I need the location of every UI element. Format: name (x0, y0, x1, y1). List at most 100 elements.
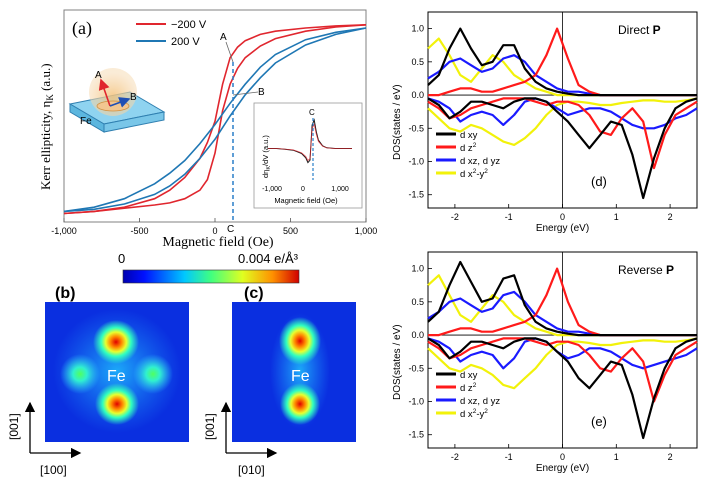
inset-tick-pos: 1,000 (331, 186, 349, 193)
dos-curve-d-x2-y2-down (427, 97, 698, 146)
dos-annotation: Reverse P (618, 263, 674, 277)
charge-lobe-c-top (279, 317, 321, 365)
kerr-xtick-label: -1,000 (51, 226, 77, 236)
kerr-xtick-label: 500 (283, 226, 298, 236)
inset-xlabel: Magnetic field (Oe) (274, 196, 338, 205)
dos-ytick-label: -1.5 (408, 430, 424, 440)
dos-ylabel: DOS(states / eV) (392, 324, 403, 400)
charge-lobe-b-right (133, 354, 173, 394)
dos-ytick-label: -1.5 (408, 190, 424, 200)
dos-legend-label: d xy (460, 370, 478, 381)
dos-direct-panel: -1.5 -1.0 -0.5 0.0 0.5 1.0 -2 -1 0 1 2 Direct P (d) D… (392, 11, 698, 234)
dos-ytick-label: 0.0 (411, 330, 424, 340)
dos-reverse-panel: -1.5 -1.0 -0.5 0.0 0.5 1.0 -2 -1 0 1 2 Reverse P (e)… (392, 251, 698, 474)
inset-tick-neg: -1,000 (262, 186, 282, 193)
dos-ytick-label: 1.0 (411, 24, 424, 34)
panel-a-label: (a) (72, 18, 92, 39)
colorbar: 0 0.004 e/Å³ (118, 251, 300, 284)
charge-lobe-b-bottom (95, 383, 139, 425)
kerr-curve-neg200-down (63, 24, 367, 215)
dos-curve-d-z2-down (427, 337, 698, 403)
dos-xtick-label: 0 (560, 452, 565, 462)
point-label-b: B (258, 87, 265, 98)
inset-derivative-line-red (268, 123, 352, 162)
inset-frame (253, 102, 363, 209)
dos-annotation: Direct P (618, 23, 661, 37)
kerr-legend: −200 V 200 V (136, 19, 207, 48)
dos-xtick-label: 2 (668, 452, 673, 462)
dos-legend-label: d xy (460, 130, 478, 141)
dos-xtick-label: -2 (451, 212, 459, 222)
inset-tick-zero: 0 (301, 186, 305, 193)
kerr-xtick-label: -500 (130, 226, 148, 236)
fe-plate-front (103, 111, 165, 133)
dos-curve-d-xy-down (427, 97, 698, 200)
kerr-xlabel: Magnetic field (Oe) (162, 235, 274, 250)
dos-curve-d-x2-y2-down (427, 337, 698, 390)
kerr-curve-200-down (63, 27, 367, 213)
dos-ylabel: DOS(states / eV) (392, 84, 403, 160)
dos-legend-label: d xz, d yz (460, 156, 500, 167)
dos-xtick-label: 0 (560, 212, 565, 222)
colorbar-max-label: 0.004 e/Å³ (238, 251, 299, 266)
dos-xtick-label: -2 (451, 452, 459, 462)
kerr-xtick-label: 0 (212, 226, 217, 236)
atom-label-c: Fe (291, 368, 310, 385)
inset-c-label: C (309, 108, 315, 117)
dos-curve-d-xz-d-yz-down (427, 337, 698, 370)
panel-c: (c) Fe [001] [010] (203, 285, 356, 477)
dos-ytick-label: -0.5 (408, 363, 424, 373)
spin-arrow-a (98, 78, 111, 107)
schematic-label-fe: Fe (80, 116, 92, 127)
kerr-curves (63, 24, 367, 215)
inset-ylabel: dηK/dV (a.u.) (261, 135, 272, 178)
dos-curve-d-xy-up (427, 27, 697, 97)
panel-a: (a) Kerr ellipticity, ηK (a.u.) -1,000 -5… (38, 9, 377, 250)
panel-c-label: (c) (244, 285, 264, 302)
dos-xtick-label: 1 (614, 212, 619, 222)
axis-label-b-up: [001] (7, 413, 21, 440)
kerr-ylabel: Kerr ellipticity, ηK (a.u.) (38, 63, 55, 190)
dos-ytick-label: 0.5 (411, 297, 424, 307)
kerr-curve-neg200-up (63, 24, 367, 215)
dos-legend-label: d z2 (460, 142, 477, 154)
dos-ytick-label: 0.5 (411, 57, 424, 67)
arrow-to-a (225, 41, 234, 63)
charge-halo-b (53, 309, 181, 433)
charge-lobe-b-left (60, 354, 100, 394)
dos-xtick-label: 2 (668, 212, 673, 222)
kerr-curve-200-up (63, 27, 367, 213)
dos-ytick-label: -1.0 (408, 156, 424, 166)
dos-ytick-label: -0.5 (408, 123, 424, 133)
arrow-to-b (232, 91, 259, 96)
legend-label-200: 200 V (171, 36, 200, 48)
dos-xtick-label: -1 (505, 212, 513, 222)
kerr-xticks: -1,000 -500 0 500 1,000 (51, 218, 377, 236)
dos-ytick-label: 1.0 (411, 264, 424, 274)
inset-curve (268, 118, 352, 164)
legend-label-neg200: −200 V (171, 19, 207, 31)
dos-legend-label: d z2 (460, 382, 477, 394)
schematic-label-a: A (95, 70, 102, 81)
fe-schematic: A B Fe (68, 68, 166, 133)
colorbar-gradient (122, 269, 300, 284)
dos-panel-label: (e) (591, 414, 607, 429)
point-label-a: A (220, 32, 227, 43)
schematic-label-b: B (130, 92, 137, 103)
spin-arrow-b (109, 97, 131, 108)
dos-xlabel: Energy (eV) (536, 223, 589, 234)
dos-legend-label: d x2-y2 (460, 168, 488, 180)
dos-ytick-label: 0.0 (411, 90, 424, 100)
dos-ytick-label: -1.0 (408, 396, 424, 406)
dos-legend-label: d xz, d yz (460, 396, 500, 407)
axis-label-c-right: [010] (238, 463, 265, 477)
dos-curve-d-xz-d-yz-down (427, 97, 698, 130)
colorbar-min-label: 0 (118, 251, 125, 266)
dos-curve-d-xy-up (427, 260, 697, 337)
atom-label-b: Fe (107, 368, 126, 385)
dos-legend-label: d x2-y2 (460, 408, 488, 420)
fe-spot (96, 100, 130, 112)
dos-curve-d-xy-down (427, 337, 698, 440)
charge-lobe-c-bottom (280, 383, 320, 425)
